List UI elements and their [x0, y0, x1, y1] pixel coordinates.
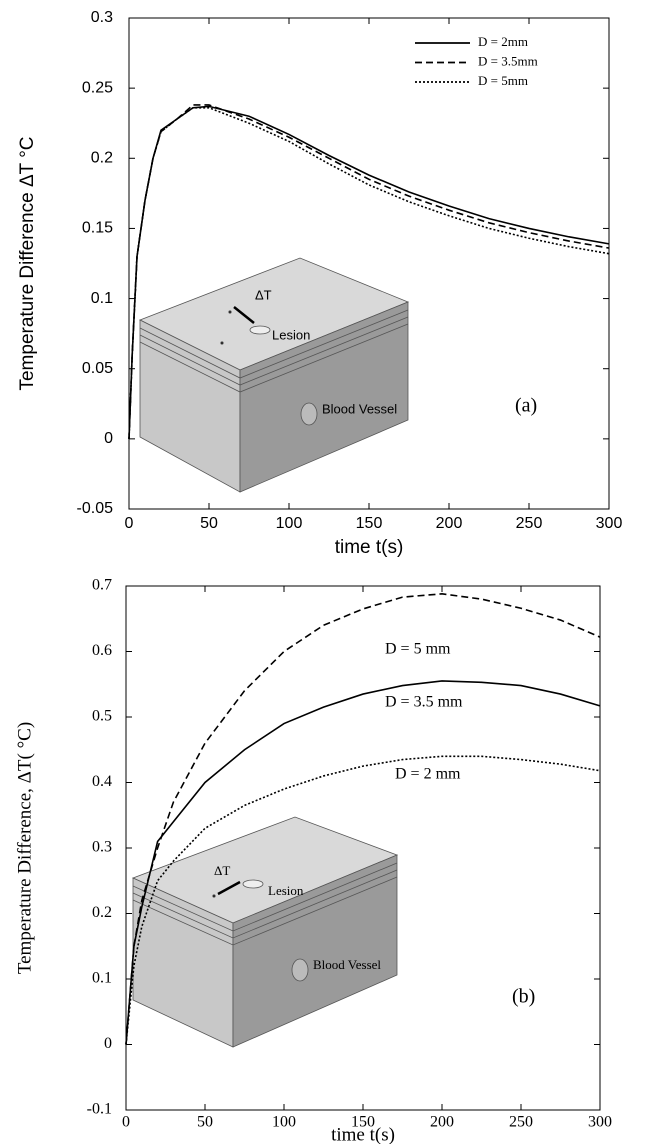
- series-label: D = 3.5 mm: [385, 694, 463, 711]
- legend-label: D = 5mm: [478, 73, 528, 88]
- x-tick-label: 150: [356, 515, 383, 532]
- plot-frame: [125, 585, 601, 1111]
- inset-label: ΔT: [255, 287, 272, 302]
- y-tick-label: 0.5: [92, 708, 112, 725]
- y-tick-label: 0.15: [82, 220, 113, 237]
- inset-cube: [139, 257, 410, 493]
- inset-label: Blood Vessel: [322, 401, 397, 416]
- x-tick-label: 250: [516, 515, 543, 532]
- data-line: [125, 755, 601, 1045]
- x-tick-label: 0: [122, 1114, 130, 1131]
- x-tick-label: 100: [272, 1114, 296, 1131]
- y-tick-label: -0.1: [87, 1101, 112, 1118]
- x-axis-title: time t(s): [335, 537, 404, 558]
- x-tick-label: 150: [351, 1114, 375, 1131]
- y-tick-label: 0: [104, 430, 113, 447]
- y-axis-title: Temperature Difference, ΔT( °C): [14, 722, 35, 974]
- inset-label: Lesion: [268, 883, 304, 898]
- y-tick-label: -0.05: [77, 500, 114, 517]
- y-tick-label: 0.25: [82, 79, 113, 96]
- data-line: [125, 680, 601, 1045]
- series-label: D = 2 mm: [395, 766, 461, 783]
- y-tick-label: 0.3: [92, 839, 112, 856]
- y-tick-label: 0.4: [92, 773, 112, 790]
- y-tick-label: 0.7: [92, 577, 112, 594]
- y-tick-label: 0.2: [91, 150, 113, 167]
- y-tick-label: 0.6: [92, 642, 112, 659]
- y-axis-title: Temperature Difference ΔT °C: [17, 136, 38, 390]
- y-tick-label: 0.05: [82, 360, 113, 377]
- data-line: [128, 105, 610, 439]
- panel-label: (b): [512, 986, 535, 1008]
- x-tick-label: 0: [125, 515, 134, 532]
- y-tick-label: 0.1: [92, 970, 112, 987]
- plot-frame: [128, 17, 610, 510]
- y-tick-label: 0.1: [91, 290, 113, 307]
- series-label: D = 5 mm: [385, 641, 451, 658]
- x-tick-label: 50: [197, 1114, 213, 1131]
- data-line: [128, 104, 610, 439]
- y-tick-label: 0.2: [92, 904, 112, 921]
- panel-label: (a): [515, 395, 537, 417]
- x-tick-label: 200: [436, 515, 463, 532]
- inset-label: ΔT: [214, 863, 230, 878]
- x-tick-label: 50: [200, 515, 218, 532]
- x-tick-label: 250: [509, 1114, 533, 1131]
- inset-cube: [131, 816, 399, 1048]
- data-line: [128, 106, 610, 439]
- x-tick-label: 300: [588, 1114, 612, 1131]
- x-axis-title: time t(s): [331, 1124, 395, 1144]
- panel-a: ΔT Lesion Blood Vessel (a) -0.05 0 0.05 0.1…: [17, 9, 622, 558]
- inset-label: Lesion: [272, 327, 310, 342]
- y-tick-label: 0.3: [91, 9, 113, 26]
- panel-b: ΔT Lesion Blood Vessel (b) -0.1 0 0.1 0.2 0.…: [14, 577, 612, 1144]
- x-tick-label: 100: [276, 515, 303, 532]
- y-tick-label: 0: [104, 1035, 112, 1052]
- legend-label: D = 3.5mm: [478, 53, 538, 68]
- x-tick-label: 200: [430, 1114, 454, 1131]
- x-tick-label: 300: [596, 515, 623, 532]
- legend-label: D = 2mm: [478, 34, 528, 49]
- inset-label: Blood Vessel: [313, 957, 381, 972]
